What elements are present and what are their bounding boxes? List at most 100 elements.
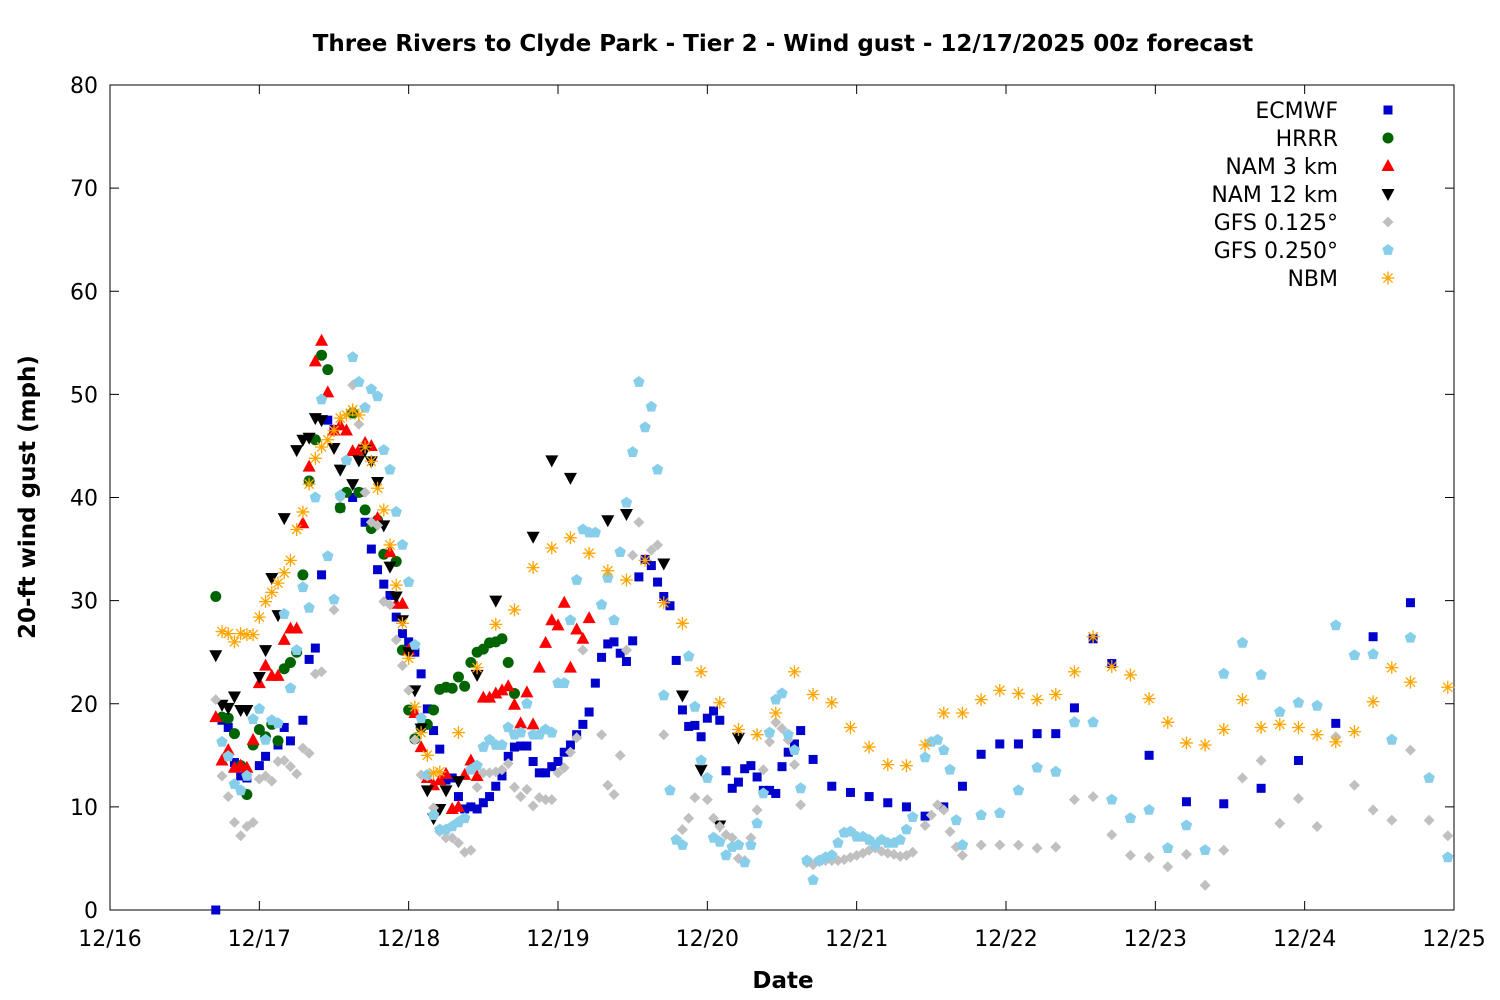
ecmwf-point bbox=[578, 719, 588, 729]
gfs-0-250-point bbox=[1124, 812, 1137, 824]
gfs-0-125-point bbox=[452, 837, 464, 849]
nbm-point bbox=[1011, 686, 1025, 700]
nam-12-km-point bbox=[389, 591, 403, 604]
gfs-0-250-point bbox=[1106, 793, 1118, 805]
gfs-0-125-point bbox=[540, 794, 552, 806]
gfs-0-125-point bbox=[652, 539, 664, 551]
ecmwf-point bbox=[491, 781, 501, 791]
nam-3-km-point bbox=[451, 799, 465, 812]
gfs-0-125-point bbox=[1404, 744, 1416, 756]
legend-marker-gfs-0-250 bbox=[1382, 244, 1394, 255]
gfs-0-250-point bbox=[695, 754, 707, 766]
ecmwf-point bbox=[995, 739, 1005, 749]
gfs-0-250-point bbox=[1404, 631, 1417, 643]
ecmwf-point bbox=[671, 655, 681, 665]
nbm-point bbox=[1123, 668, 1137, 682]
nbm-point bbox=[308, 451, 322, 465]
gfs-0-250-point bbox=[427, 809, 440, 820]
nam-3-km-point bbox=[277, 632, 291, 645]
nam-3-km-point bbox=[296, 516, 310, 529]
gfs-0-250-point bbox=[272, 717, 284, 729]
nbm-point bbox=[1310, 728, 1324, 742]
gfs-0-250-point bbox=[776, 687, 788, 699]
gfs-0-250-point bbox=[994, 807, 1006, 818]
nam-12-km-point bbox=[545, 455, 559, 468]
ecmwf-point bbox=[883, 798, 893, 808]
gfs-0-125-point bbox=[795, 799, 807, 811]
nbm-point bbox=[1403, 675, 1417, 689]
gfs-0-250-point bbox=[471, 759, 483, 771]
ecmwf-point bbox=[559, 747, 569, 757]
gfs-0-250-point bbox=[359, 401, 371, 413]
ecmwf-point bbox=[534, 768, 544, 778]
gfs-0-250-point bbox=[589, 526, 601, 538]
ecmwf-point bbox=[684, 721, 694, 731]
ecmwf-point bbox=[696, 732, 706, 742]
ecmwf-point bbox=[466, 802, 476, 812]
nbm-point bbox=[1366, 695, 1380, 709]
gfs-0-250-point bbox=[334, 489, 346, 501]
gfs-0-250-point bbox=[627, 446, 639, 457]
nbm-point bbox=[937, 706, 951, 720]
ecmwf-point bbox=[379, 579, 389, 589]
gfs-0-125-point bbox=[1348, 779, 1360, 791]
hrrr-point bbox=[359, 504, 371, 516]
y-tick-label: 40 bbox=[70, 487, 98, 512]
gfs-0-125-point bbox=[316, 666, 328, 678]
nbm-point bbox=[1254, 720, 1268, 734]
y-tick-label: 0 bbox=[84, 899, 98, 924]
nam-3-km-point bbox=[308, 354, 322, 367]
ecmwf-point bbox=[634, 572, 644, 582]
gfs-0-125-point bbox=[496, 764, 508, 776]
gfs-0-125-point bbox=[701, 794, 713, 806]
nbm-point bbox=[395, 616, 409, 630]
gfs-0-125-point bbox=[1292, 793, 1304, 805]
ecmwf-point bbox=[366, 544, 376, 554]
gfs-0-250-point bbox=[315, 393, 328, 405]
nam-3-km-point bbox=[576, 631, 590, 644]
ecmwf-point bbox=[404, 637, 414, 647]
gfs-0-125-point bbox=[1367, 804, 1379, 816]
nam-3-km-point bbox=[302, 459, 316, 472]
gfs-0-125-point bbox=[956, 849, 968, 861]
gfs-0-250-point bbox=[689, 700, 701, 712]
gfs-0-250-point bbox=[309, 491, 321, 503]
gfs-0-250-point bbox=[1143, 804, 1155, 815]
gfs-0-125-point bbox=[508, 781, 520, 793]
ecmwf-point bbox=[752, 772, 762, 782]
gfs-0-250-point bbox=[745, 839, 757, 850]
nam-3-km-point bbox=[246, 732, 260, 745]
gfs-0-125-point bbox=[1386, 814, 1398, 826]
gfs-0-125-point bbox=[552, 767, 564, 779]
ecmwf-point bbox=[733, 777, 743, 787]
x-tick-label: 12/23 bbox=[1124, 927, 1187, 952]
ecmwf-point bbox=[323, 415, 333, 425]
ecmwf-point bbox=[1293, 755, 1303, 765]
x-tick-label: 12/18 bbox=[377, 927, 440, 952]
gfs-0-125-point bbox=[1236, 772, 1248, 784]
gfs-0-250-point bbox=[1330, 619, 1342, 631]
gfs-0-125-point bbox=[757, 764, 769, 776]
gfs-0-250-point bbox=[1162, 842, 1174, 853]
nbm-point bbox=[582, 546, 596, 560]
gfs-0-250-point bbox=[1180, 819, 1193, 831]
gfs-0-125-point bbox=[932, 799, 944, 811]
gfs-0-250-point bbox=[1236, 636, 1249, 648]
ecmwf-point bbox=[441, 775, 451, 785]
nbm-point bbox=[601, 564, 615, 578]
nbm-point bbox=[899, 759, 913, 773]
gfs-0-250-point bbox=[894, 833, 906, 845]
nbm-point bbox=[713, 696, 727, 710]
gfs-0-125-point bbox=[564, 746, 576, 758]
gfs-0-250-point bbox=[390, 505, 402, 517]
ecmwf-point bbox=[565, 740, 575, 750]
nam-12-km-point bbox=[327, 443, 341, 455]
gfs-0-125-point bbox=[627, 549, 639, 561]
nam-3-km-point bbox=[507, 697, 521, 710]
gfs-0-125-point bbox=[465, 844, 477, 856]
gfs-0-250-point bbox=[1348, 649, 1361, 661]
y-tick-label: 50 bbox=[70, 383, 98, 408]
ecmwf-point bbox=[789, 739, 799, 749]
nam-12-km-point bbox=[290, 445, 304, 458]
